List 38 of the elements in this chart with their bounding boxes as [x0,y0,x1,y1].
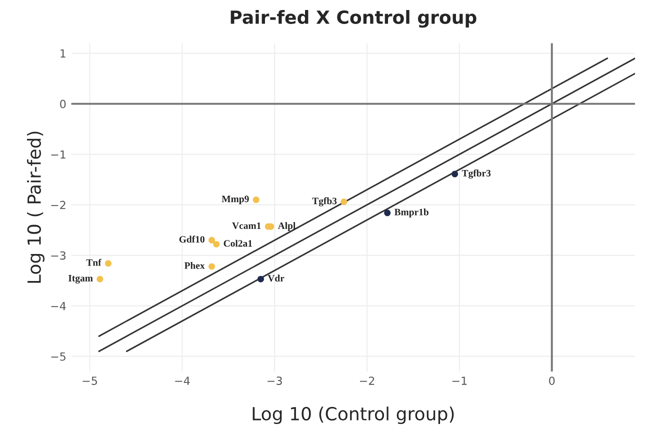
point [452,170,458,178]
annotation: Alpl [278,222,296,231]
point [208,236,216,244]
x-tick-label: −1 [452,376,467,385]
y-tick-label: −1 [51,150,66,159]
x-tick-label: −2 [360,376,374,385]
annotation: Tgfbr3 [462,170,491,179]
y-tick-label: 0 [60,100,66,108]
y-tick-label: −2 [51,200,66,210]
annotation: Mmp9 [222,196,249,204]
point [213,240,220,248]
point [384,210,391,216]
y-tick-label: −4 [51,302,66,310]
annotation: Vdr [268,274,284,282]
point [96,276,104,282]
y-tick-label: −3 [51,251,66,260]
y-axis-title: Log 10 ( Pair-fed) [27,132,44,283]
chart-title: Pair-fed X Control group [230,10,476,28]
annotation: Tnf [86,258,102,266]
y-tick-label: 1 [60,49,66,58]
point [252,196,260,204]
point [104,260,112,267]
point [208,263,216,270]
annotation: Col2a1 [224,240,252,247]
annotation: Gdf10 [179,236,204,243]
annotation: Itgam [68,274,93,284]
annotation: Vcam1 [232,222,261,230]
y-tick-label: −5 [51,352,66,361]
annotation: Phex [184,262,205,269]
x-tick-label: −3 [268,376,282,385]
point [340,198,348,206]
x-tick-label: 0 [549,376,555,385]
annotation: Bmpr1b [394,208,428,218]
x-axis-title: Log 10 (Control group) [252,406,454,424]
x-tick-label: −4 [175,376,190,385]
x-tick-label: −5 [82,376,97,385]
point [257,276,264,282]
annotation: Tgfb3 [312,197,337,206]
